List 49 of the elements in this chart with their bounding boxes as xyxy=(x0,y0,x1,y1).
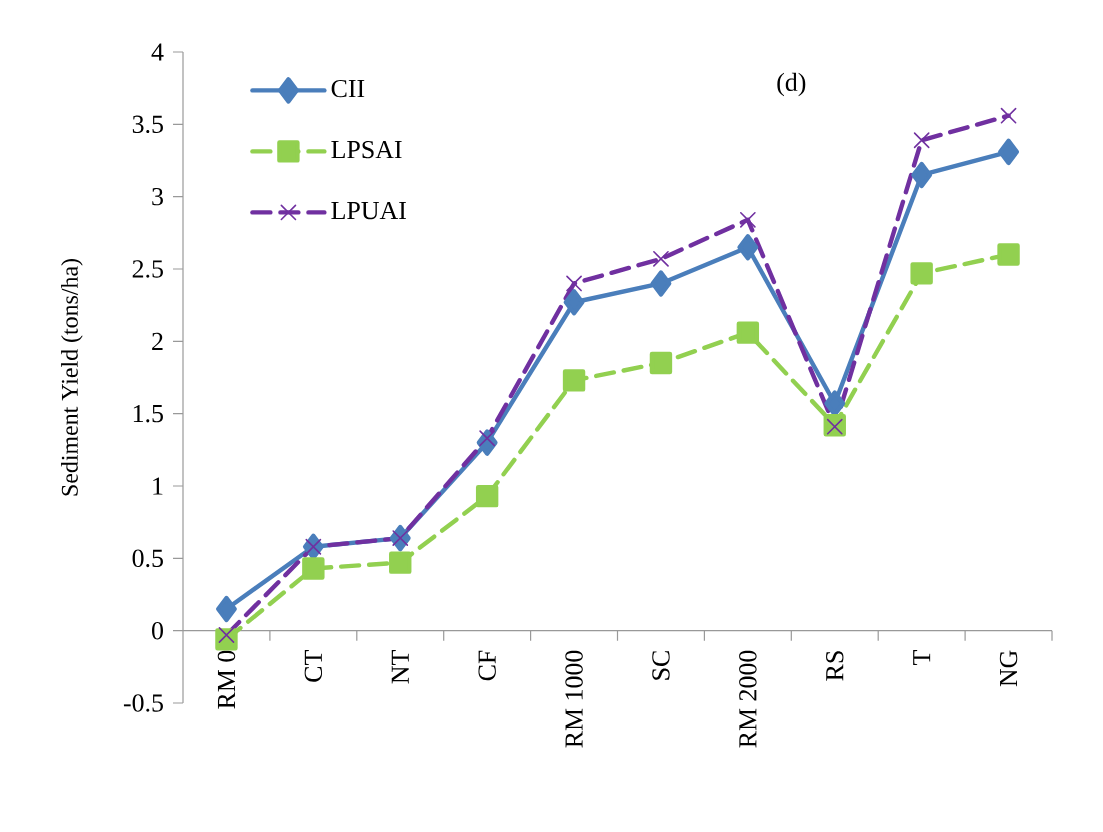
point xyxy=(562,369,586,392)
y-tick-label: 3.5 xyxy=(132,115,163,134)
x-tick-label: CF xyxy=(478,650,496,681)
point xyxy=(475,484,499,508)
legend-label: CII xyxy=(331,79,365,98)
point xyxy=(392,530,409,546)
point xyxy=(653,251,669,267)
point xyxy=(736,321,760,344)
y-tick-label: 2.5 xyxy=(132,260,163,278)
point xyxy=(302,557,325,580)
point xyxy=(650,270,672,297)
x-tick-label: NG xyxy=(999,650,1018,687)
y-tick-label: 0.5 xyxy=(132,549,163,568)
point xyxy=(566,275,582,292)
x-tick-label: RS xyxy=(826,651,844,681)
point xyxy=(305,538,322,555)
point xyxy=(218,627,235,643)
legend-label: LPSAI xyxy=(331,140,402,159)
x-tick-label: T xyxy=(913,650,931,666)
y-tick-label: 1 xyxy=(153,477,163,495)
point xyxy=(389,551,412,574)
x-tick-label: RM 0 xyxy=(217,650,236,709)
y-tick-label: 4 xyxy=(151,43,164,61)
x-tick-label: SC xyxy=(652,651,670,680)
point xyxy=(737,234,759,261)
point xyxy=(998,138,1019,166)
point xyxy=(479,430,496,447)
x-tick-label: RM 2000 xyxy=(739,650,757,748)
point xyxy=(910,262,933,285)
legend-label: LPUAI xyxy=(331,201,406,220)
point xyxy=(1000,107,1017,124)
point xyxy=(913,132,930,149)
point xyxy=(824,390,846,417)
annotation: (d) xyxy=(777,72,806,97)
y-tick-label: -0.5 xyxy=(123,694,163,712)
y-axis-title: Sediment Yield (tons/ha) xyxy=(61,259,83,496)
point xyxy=(563,289,585,316)
point xyxy=(649,351,673,375)
point xyxy=(216,595,237,623)
x-tick-label: RM 1000 xyxy=(565,650,583,748)
point xyxy=(997,243,1020,266)
x-tick-label: CT xyxy=(304,650,323,682)
point xyxy=(911,161,933,189)
x-tick-label: NT xyxy=(391,650,409,684)
y-tick-label: 1.5 xyxy=(133,404,163,423)
y-tick-label: 0 xyxy=(152,621,163,640)
y-tick-label: 2 xyxy=(152,332,163,350)
y-tick-label: 3 xyxy=(152,187,163,206)
point xyxy=(739,211,756,228)
